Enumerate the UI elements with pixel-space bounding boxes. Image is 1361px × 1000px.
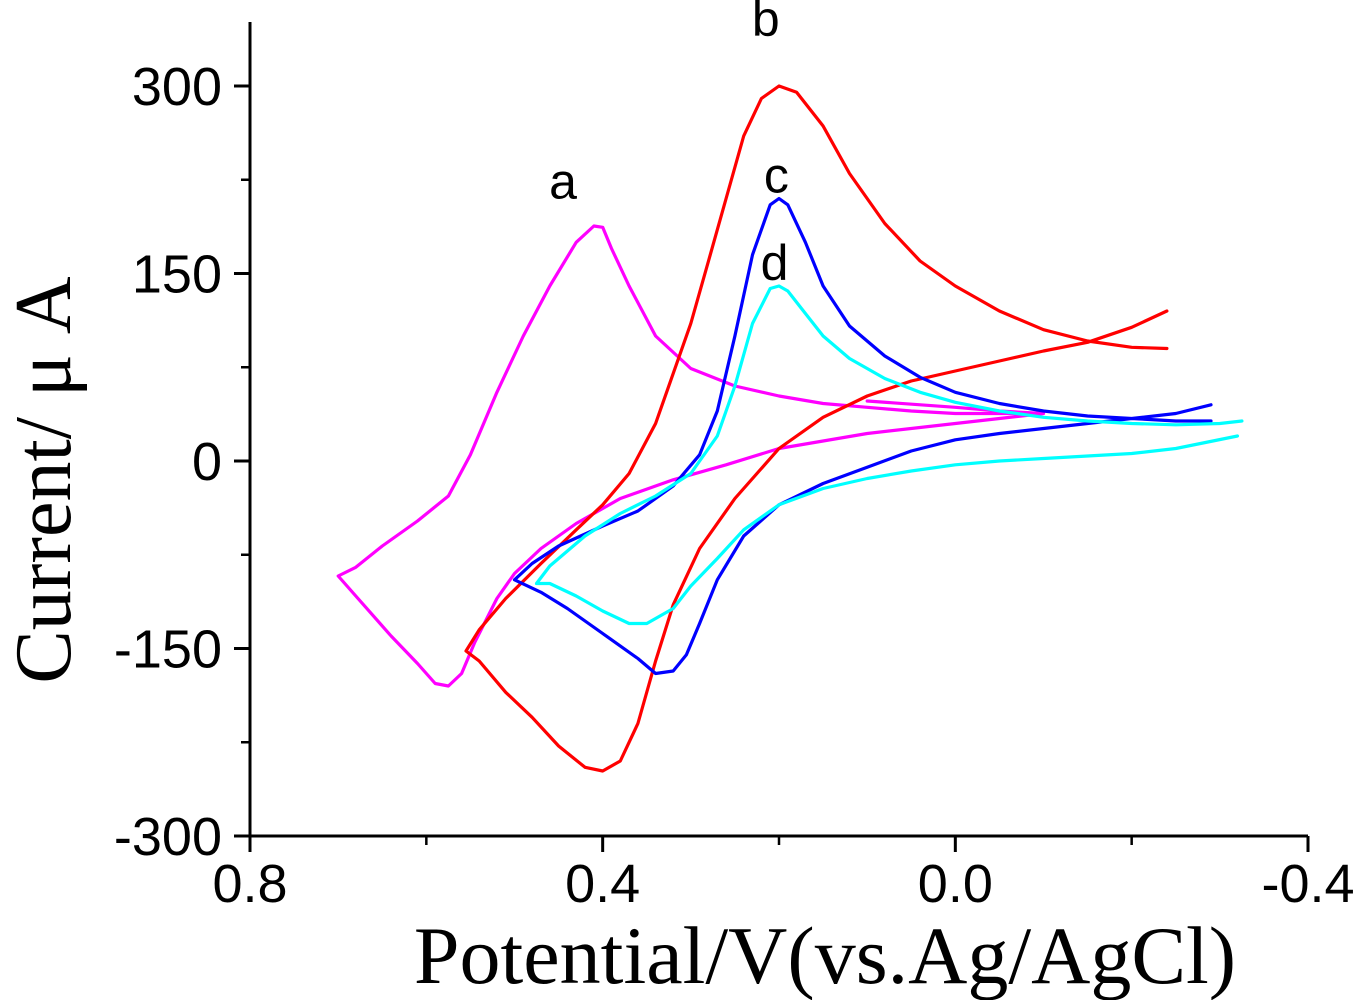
x-axis-title: Potential/V(vs.Ag/AgCl)	[414, 910, 1236, 1000]
curve-labels: a b cd	[549, 0, 789, 291]
curve-label-d: d	[761, 235, 789, 291]
series-line-b	[464, 84, 1169, 773]
series-lines	[336, 84, 1244, 773]
y-tick-label: 150	[132, 245, 222, 305]
y-tick-label: 300	[132, 57, 222, 117]
x-tick-label: 0.4	[565, 854, 640, 914]
curve-label-b: b	[752, 0, 780, 47]
x-tick-label: -0.4	[1261, 854, 1354, 914]
y-tick-label: -300	[114, 807, 222, 867]
axes: 0.8 0.4 0.0 -0.4 300 150 0 -150 -300	[114, 22, 1355, 914]
y-tick-label: 0	[192, 432, 222, 492]
series-line-d	[534, 284, 1244, 626]
y-axis-title: Current/ μ A	[0, 276, 88, 683]
y-tick-label: -150	[114, 620, 222, 680]
series-line-c	[512, 196, 1213, 676]
x-tick-label: 0.8	[212, 854, 287, 914]
curve-label-c: c	[764, 147, 789, 203]
x-tick-label: 0.0	[918, 854, 993, 914]
axis-titles: Potential/V(vs.Ag/AgCl) Current/ μ A	[0, 276, 1236, 1000]
curve-label-a: a	[549, 154, 577, 210]
series-line-a	[336, 224, 1046, 688]
